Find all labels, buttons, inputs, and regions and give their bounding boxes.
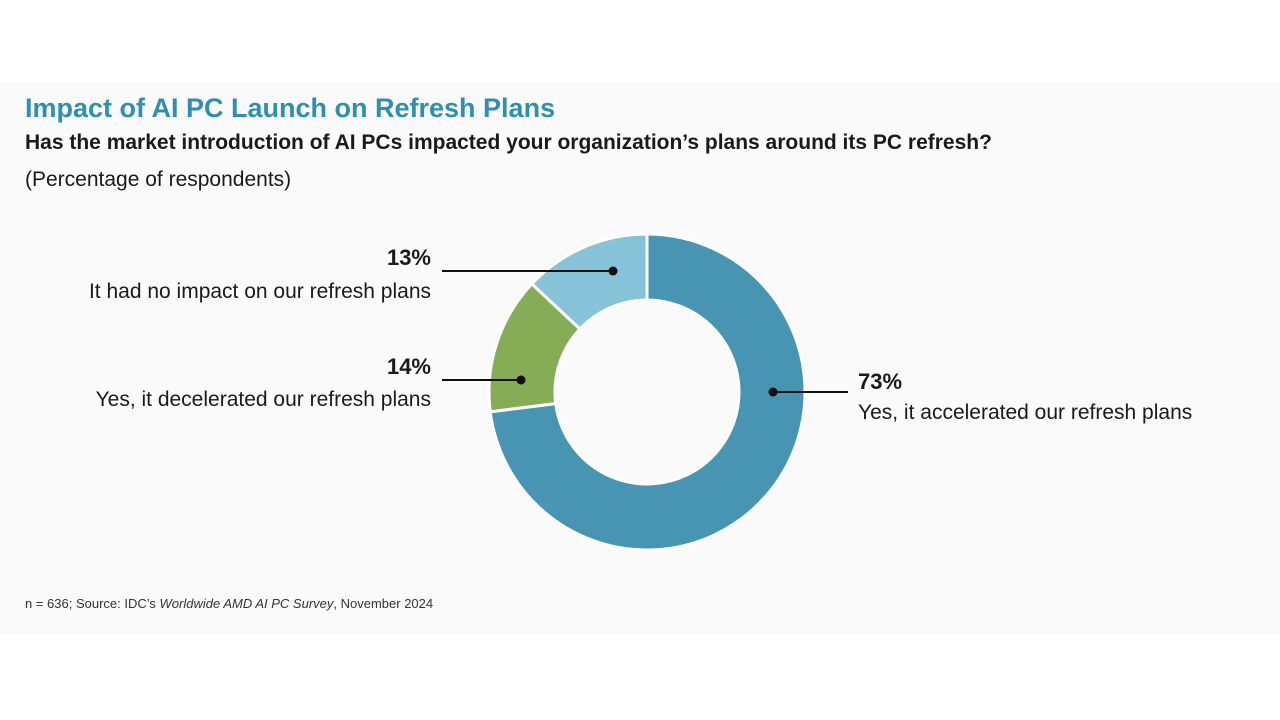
category-label-accelerated: Yes, it accelerated our refresh plans — [858, 401, 1192, 424]
donut-slice-no-impact — [529, 232, 649, 332]
chart-title: Impact of AI PC Launch on Refresh Plans — [25, 93, 556, 123]
leader-dot-no-impact — [608, 266, 618, 276]
leader-dot-accelerated — [768, 387, 778, 397]
category-label-decelerated: Yes, it decelerated our refresh plans — [96, 388, 431, 411]
donut-slice-accelerated — [488, 232, 807, 552]
source-note: n = 636; Source: IDC’s Worldwide AMD AI … — [25, 596, 433, 611]
value-label-decelerated: 14% — [387, 354, 431, 379]
source-suffix: , November 2024 — [333, 596, 434, 611]
category-label-no-impact: It had no impact on our refresh plans — [89, 280, 431, 303]
value-label-accelerated: 73% — [858, 369, 902, 394]
survey-question: Has the market introduction of AI PCs im… — [25, 131, 992, 154]
leader-dot-decelerated — [516, 375, 526, 385]
unit-note: (Percentage of respondents) — [25, 168, 292, 191]
survey-name: Worldwide AMD AI PC Survey — [159, 596, 334, 611]
value-label-no-impact: 13% — [387, 245, 431, 270]
source-prefix: n = 636; Source: IDC’s — [25, 596, 160, 611]
